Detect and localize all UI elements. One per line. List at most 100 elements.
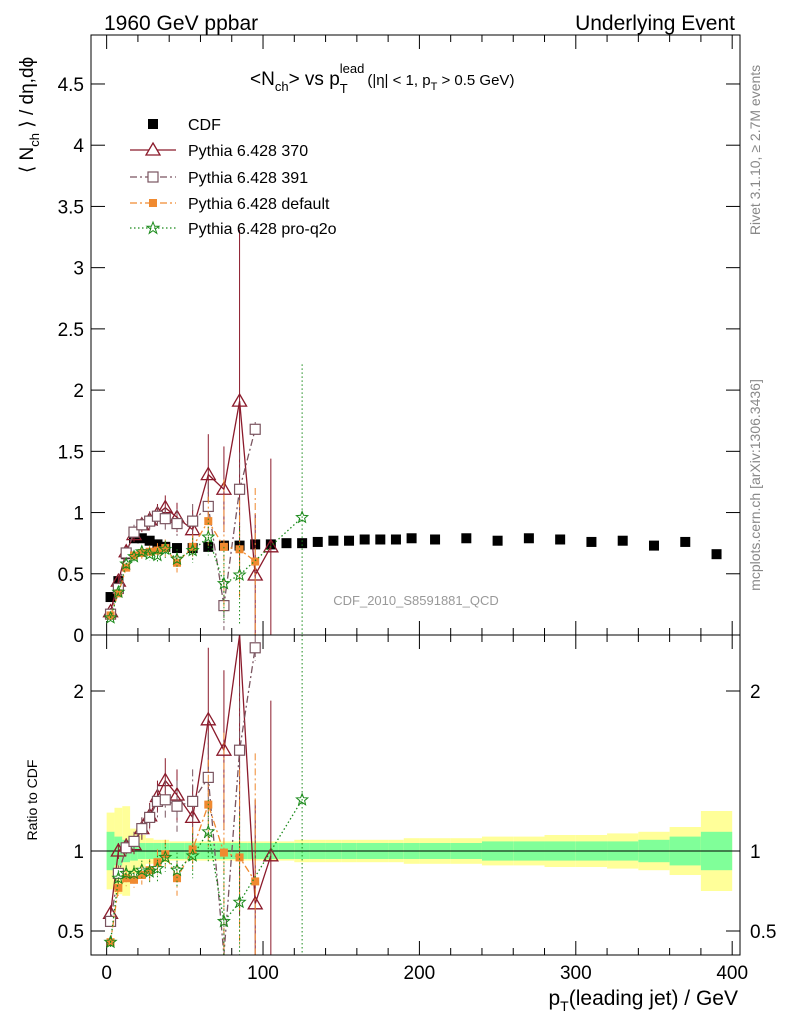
data-point-pythia_proq2o [201, 824, 216, 838]
data-point-pythia_proq2o [142, 546, 157, 561]
data-point-pythia_default [130, 875, 139, 884]
series-line-pythia391 [109, 647, 256, 956]
x-tick-label: 100 [247, 963, 279, 984]
main-ylabel: ⟨ Nch ⟩ / dη,dϕ [17, 57, 42, 173]
ratio-panel: 0.5 0.5 1 1 2 2 0 100 200 300 400 Ratio to CDF pT(… [24, 634, 776, 1014]
data-point-cdf [617, 535, 628, 546]
data-point-cdf [711, 549, 722, 560]
data-point-pythia_default [173, 874, 182, 883]
legend-marker-pythia391 [147, 171, 159, 183]
data-point-pythia370 [215, 480, 233, 495]
y-tick-label: 4.5 [58, 75, 84, 96]
legend-marker-pythia-proq2o [145, 220, 161, 235]
data-point-pythia370 [262, 538, 279, 553]
data-point-pythia_proq2o [170, 551, 184, 565]
y-tick-label: 2 [73, 682, 84, 703]
data-point-pythia_proq2o [111, 584, 126, 599]
data-point-pythia391 [104, 915, 117, 928]
x-tick-label: 0 [101, 963, 112, 984]
header-left: 1960 GeV ppbar [104, 12, 258, 35]
data-point-pythia_default [235, 853, 244, 862]
data-point-pythia_proq2o [170, 862, 184, 877]
title-cond2: > 0.5 GeV) [437, 72, 514, 89]
y-tick-label: 3.5 [58, 197, 84, 218]
data-point-pythia391 [171, 517, 183, 530]
ratio-series-group [102, 634, 310, 956]
data-point-pythia_proq2o [103, 610, 118, 624]
header-right: Underlying Event [575, 12, 735, 35]
main-series-group [102, 229, 722, 635]
data-point-pythia_default [219, 848, 228, 857]
y-tick-label-right: 1 [750, 842, 761, 863]
main-title: <Nch> vs pTlead(|η| < 1, pT > 0.5 GeV) [250, 61, 514, 96]
y-tick-label-right: 2 [750, 682, 761, 703]
data-point-cdf [555, 534, 566, 545]
data-point-pythia_proq2o [232, 567, 247, 582]
data-point-pythia_proq2o [158, 850, 173, 864]
ylabel-b: ⟩ / dη,dϕ [17, 57, 38, 133]
data-point-cdf [586, 536, 597, 547]
data-point-cdf [390, 534, 401, 545]
data-point-pythia_default [161, 544, 170, 553]
legend-label-pythia370: Pythia 6.428 370 [188, 143, 308, 160]
data-point-pythia391 [159, 794, 171, 806]
data-point-pythia_default [161, 850, 170, 859]
y-tick-label-right: 0.5 [750, 922, 776, 943]
data-point-pythia_proq2o [216, 914, 231, 928]
legend-label-pythia-proq2o: Pythia 6.428 pro-q2o [188, 221, 337, 238]
title-n: <N [250, 69, 275, 90]
data-point-pythia_default [137, 871, 146, 879]
data-point-pythia_default [204, 517, 213, 526]
mcplots-label: mcplots.cern.ch [arXiv:1306.3436] [747, 379, 763, 591]
data-point-pythia_proq2o [295, 792, 310, 806]
data-point-cdf [328, 535, 339, 546]
series-line-pythia370 [109, 400, 272, 612]
legend-label-pythia391: Pythia 6.428 391 [188, 170, 308, 187]
rivet-label: Rivet 3.1.10, ≥ 2.7M events [747, 65, 763, 235]
x-tick-label: 300 [560, 963, 592, 984]
series-pythia_proq2o [103, 635, 310, 955]
data-point-pythia391 [120, 842, 132, 854]
data-point-pythia_default [114, 883, 123, 892]
title-sub-ch: ch [275, 79, 289, 94]
ylabel-sub: ch [27, 133, 42, 147]
title-cond-sub: T [431, 81, 438, 93]
data-point-pythia_proq2o [127, 866, 141, 880]
legend-label-pythia-default: Pythia 6.428 default [188, 196, 330, 213]
xlabel-rest: (leading jet) / GeV [569, 987, 738, 1010]
data-point-pythia391 [249, 642, 261, 654]
data-point-cdf [136, 533, 147, 544]
x-tick-label: 400 [716, 963, 748, 984]
data-point-cdf [461, 533, 472, 544]
data-point-pythia_default [251, 557, 260, 566]
series-cdf [105, 533, 722, 603]
data-point-cdf [172, 543, 183, 554]
data-point-cdf [359, 534, 370, 545]
data-point-pythia370 [215, 741, 233, 756]
y-tick-label: 3 [73, 259, 84, 280]
data-point-cdf [680, 536, 691, 547]
legend: CDF Pythia 6.428 370 Pythia 6.428 391 Py… [130, 117, 337, 238]
data-point-cdf [344, 535, 355, 546]
data-point-cdf [281, 538, 292, 549]
y-tick-label: 2.5 [58, 320, 84, 341]
y-tick-label: 1.5 [58, 442, 84, 463]
y-tick-label: 0 [73, 626, 84, 647]
legend-item-pythia-proq2o: Pythia 6.428 pro-q2o [130, 220, 337, 238]
main-panel: 0 0.5 1 1.5 2 2.5 3 3.5 4 4.5 CDF_2010_S8591881_Q… [17, 34, 741, 647]
data-point-pythia_proq2o [103, 934, 118, 949]
legend-marker-pythia-default [149, 199, 157, 207]
data-point-cdf [406, 533, 417, 544]
data-point-pythia_proq2o [185, 543, 200, 557]
legend-marker-cdf [148, 119, 158, 129]
data-point-pythia_default [145, 866, 154, 875]
data-point-pythia_default [145, 547, 154, 556]
data-point-pythia_proq2o [185, 848, 200, 862]
y-tick-label: 4 [73, 136, 84, 157]
title-sup-lead: lead [340, 61, 365, 76]
xlabel-sub: T [560, 998, 569, 1014]
data-point-pythia_default [251, 877, 260, 886]
series-line-pythia_proq2o [109, 516, 303, 619]
data-point-pythia_proq2o [295, 510, 310, 524]
x-tick-label: 200 [404, 963, 436, 984]
